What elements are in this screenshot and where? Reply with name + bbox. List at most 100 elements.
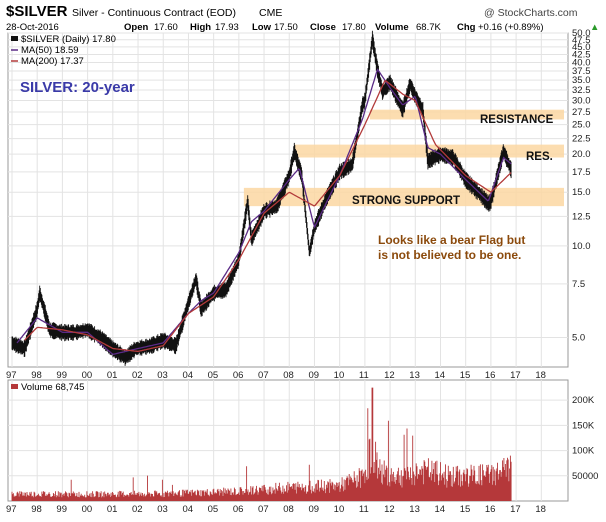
chart-title-annotation: SILVER: 20-year xyxy=(20,79,135,96)
price-x-tick: 16 xyxy=(485,370,496,381)
price-y-tick: 47.5 xyxy=(572,35,591,46)
close-value: 17.80 xyxy=(342,22,366,33)
volume-x-tick: 99 xyxy=(56,504,67,515)
volume-value: 68.7K xyxy=(416,22,441,33)
volume-x-tick: 10 xyxy=(334,504,345,515)
price-x-tick: 01 xyxy=(107,370,118,381)
legend-volume-swatch xyxy=(11,384,18,389)
low-value: 17.50 xyxy=(274,22,298,33)
volume-x-tick: 01 xyxy=(107,504,118,515)
volume-x-tick: 14 xyxy=(434,504,445,515)
volume-x-tick: 15 xyxy=(460,504,471,515)
price-x-tick: 13 xyxy=(409,370,420,381)
price-x-tick: 98 xyxy=(31,370,42,381)
volume-x-tick: 02 xyxy=(132,504,143,515)
band-res xyxy=(294,144,564,158)
price-x-tick: 10 xyxy=(334,370,345,381)
price-x-tick: 07 xyxy=(258,370,269,381)
low-label: Low xyxy=(252,22,272,33)
price-x-tick: 17 xyxy=(510,370,521,381)
price-y-tick: 5.0 xyxy=(572,332,585,343)
price-y-axis: 5.0 7.5 10.0 12.5 15.0 17.5 20.0 22.5 25.0 27.530… xyxy=(572,28,591,343)
legend-ma200: MA(200) 17.37 xyxy=(21,56,84,67)
volume-bar-series xyxy=(11,387,512,501)
strong-support-label: STRONG SUPPORT xyxy=(352,195,460,207)
volume-x-tick: 06 xyxy=(233,504,244,515)
price-x-tick: 18 xyxy=(535,370,546,381)
price-y-tick: 20.0 xyxy=(572,149,591,160)
price-y-tick: 45.0 xyxy=(572,42,591,53)
volume-x-tick: 13 xyxy=(409,504,420,515)
note-line-1: Looks like a bear Flag but xyxy=(378,233,525,247)
legend-price: $SILVER (Daily) 17.80 xyxy=(21,34,116,45)
price-x-tick: 09 xyxy=(308,370,319,381)
price-y-tick: 10.0 xyxy=(572,241,591,252)
price-x-tick: 05 xyxy=(208,370,219,381)
resistance-label: RESISTANCE xyxy=(480,114,554,126)
price-y-tick: 22.5 xyxy=(572,134,591,145)
price-y-tick: 32.5 xyxy=(572,85,591,96)
price-x-tick: 06 xyxy=(233,370,244,381)
price-y-tick: 35.0 xyxy=(572,75,591,86)
ma50-line xyxy=(16,68,512,355)
high-label: High xyxy=(190,22,211,33)
volume-y-tick: 50000 xyxy=(572,471,598,482)
volume-x-tick: 09 xyxy=(308,504,319,515)
price-y-tick: 12.5 xyxy=(572,211,591,222)
legend-volume: Volume 68,745 xyxy=(21,382,84,393)
note-line-2: is not believed to be one. xyxy=(378,248,521,262)
volume-x-tick: 11 xyxy=(359,504,369,515)
high-value: 17.93 xyxy=(215,22,239,33)
volume-x-tick: 04 xyxy=(182,504,193,515)
volume-x-tick: 03 xyxy=(157,504,168,515)
price-x-tick: 99 xyxy=(56,370,67,381)
volume-x-tick: 00 xyxy=(82,504,93,515)
header-description: Silver - Continuous Contract (EOD) xyxy=(72,7,236,19)
volume-x-tick: 18 xyxy=(535,504,546,515)
price-x-tick: 12 xyxy=(384,370,395,381)
chg-value: +0.16 (+0.89%) xyxy=(478,22,544,33)
volume-x-tick: 07 xyxy=(258,504,269,515)
volume-x-tick: 98 xyxy=(31,504,42,515)
price-y-tick: 40.0 xyxy=(572,58,591,69)
price-y-tick: 17.5 xyxy=(572,167,591,178)
price-x-tick: 14 xyxy=(434,370,445,381)
price-x-axis: 97 98 99 00 01 02 03 04 05 06 07 08 09 10 11 12 13 14 15 16… xyxy=(6,370,546,381)
res-label: RES. xyxy=(526,151,553,163)
price-x-tick: 11 xyxy=(359,370,369,381)
price-x-tick: 97 xyxy=(6,370,17,381)
brand-label: @ StockCharts.com xyxy=(484,7,578,19)
volume-y-tick: 100K xyxy=(572,446,595,457)
chg-label: Chg xyxy=(457,22,476,33)
price-x-tick: 15 xyxy=(460,370,471,381)
price-x-tick: 04 xyxy=(182,370,193,381)
price-y-tick: 15.0 xyxy=(572,187,591,198)
price-y-tick: 30.0 xyxy=(572,96,591,107)
ma200-line xyxy=(24,80,512,353)
header-symbol: $SILVER xyxy=(6,3,68,20)
price-y-tick: 37.5 xyxy=(572,66,591,77)
volume-x-tick: 16 xyxy=(485,504,496,515)
price-legend: $SILVER (Daily) 17.80 MA(50) 18.59 MA(20… xyxy=(11,34,116,67)
legend-price-swatch xyxy=(11,36,18,41)
price-y-tick: 42.5 xyxy=(572,49,591,60)
legend-ma50: MA(50) 18.59 xyxy=(21,45,79,56)
price-y-tick: 25.0 xyxy=(572,120,591,131)
volume-x-tick: 17 xyxy=(510,504,521,515)
open-value: 17.60 xyxy=(154,22,178,33)
open-label: Open xyxy=(124,22,148,33)
price-y-tick: 7.5 xyxy=(572,279,585,290)
volume-y-tick: 150K xyxy=(572,420,595,431)
price-y-tick: 27.5 xyxy=(572,107,591,118)
header-date: 28-Oct-2016 xyxy=(6,22,59,33)
volume-y-axis: 50000 100K 150K 200K xyxy=(572,395,598,482)
band-resistance xyxy=(369,109,564,120)
up-arrow-icon: ▲ xyxy=(590,22,599,33)
header-exchange: CME xyxy=(259,7,282,19)
price-x-tick: 08 xyxy=(283,370,294,381)
price-series-layer xyxy=(11,30,512,366)
volume-y-tick: 200K xyxy=(572,395,595,406)
volume-x-tick: 97 xyxy=(6,504,17,515)
volume-label: Volume xyxy=(375,22,409,33)
